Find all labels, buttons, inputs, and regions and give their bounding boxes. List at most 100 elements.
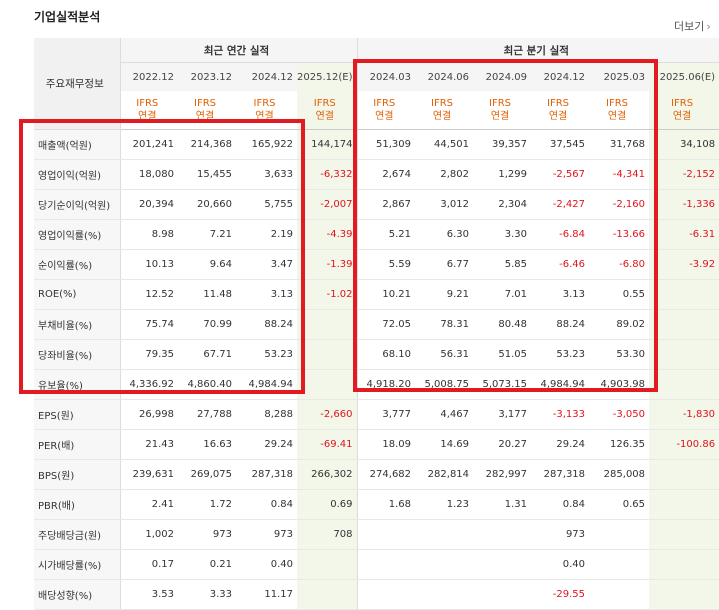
table-cell: 7.01	[473, 279, 532, 310]
table-cell	[589, 549, 650, 580]
table-cell: 0.65	[589, 489, 650, 520]
standard-header: IFRS 연결	[119, 91, 178, 130]
table-cell	[473, 579, 532, 610]
table-cell: 1,299	[473, 159, 532, 190]
period-header: 2024.12	[531, 62, 590, 91]
table-cell: 10.21	[356, 279, 416, 310]
table-cell: -2,152	[649, 159, 719, 190]
table-cell: 3.13	[531, 279, 590, 310]
table-cell	[649, 579, 719, 610]
row-label: 시가배당률(%)	[34, 549, 120, 580]
table-body: 매출액(억원) 201,241 214,368 165,922 144,174 51,30…	[34, 129, 719, 610]
table-cell	[356, 549, 416, 580]
table-cell: -6.80	[589, 249, 650, 280]
table-cell: 88.24	[531, 309, 590, 340]
table-cell: -13.66	[589, 219, 650, 250]
section-title: 기업실적분석	[34, 10, 101, 24]
table-cell: 21.43	[119, 429, 178, 460]
standard-bottom: 연결	[607, 111, 627, 122]
row-label: 매출액(억원)	[34, 129, 120, 160]
table-cell: -6.31	[649, 219, 719, 250]
table-cell: 3,633	[236, 159, 297, 190]
table-cell: 287,318	[236, 459, 297, 490]
table-row: EPS(원) 26,998 27,788 8,288 -2,660 3,777 4,467 3…	[34, 399, 719, 430]
table-cell: 51,309	[356, 129, 416, 160]
standard-bottom: 연결	[315, 111, 334, 122]
table-cell: 39,357	[473, 129, 532, 160]
standard-bottom: 연결	[490, 111, 510, 122]
table-cell: 201,241	[119, 129, 178, 160]
period-header: 2025.03	[589, 62, 650, 91]
table-cell: 5,755	[236, 189, 297, 220]
table-cell: 31,768	[589, 129, 650, 160]
table-cell: -3.92	[649, 249, 719, 280]
table-cell: 3,177	[473, 399, 532, 430]
table-row: 부채비율(%) 75.74 70.99 88.24 72.05 78.31 80.48 88.…	[34, 309, 719, 340]
table-cell: 29.24	[531, 429, 590, 460]
table-cell: 165,922	[236, 129, 297, 160]
table-cell: 3.30	[473, 219, 532, 250]
table-row: 당기순이익(억원) 20,394 20,660 5,755 -2,007 2,867 3,0…	[34, 189, 719, 220]
table-cell: 1.68	[356, 489, 416, 520]
table-cell: 1.31	[473, 489, 532, 520]
table-cell: 973	[178, 519, 236, 550]
table-cell: 0.17	[119, 549, 178, 580]
table-cell: 56.31	[415, 339, 474, 370]
table-cell: 11.17	[236, 579, 297, 610]
table-cell	[649, 519, 719, 550]
table-cell: 75.74	[119, 309, 178, 340]
table-cell: 287,318	[531, 459, 590, 490]
table-cell: 0.21	[178, 549, 236, 580]
table-cell	[415, 549, 474, 580]
table-cell: 0.40	[236, 549, 297, 580]
table-cell: -3,050	[589, 399, 650, 430]
period-header: 2025.12(E)	[297, 62, 358, 91]
row-label: PER(배)	[34, 429, 120, 460]
table-cell: 5,073.15	[473, 369, 532, 400]
table-cell: 0.55	[589, 279, 650, 310]
table-cell: 29.24	[236, 429, 297, 460]
row-label: EPS(원)	[34, 399, 120, 430]
table-cell: 9.21	[415, 279, 474, 310]
table-cell: 3.47	[236, 249, 297, 280]
table-cell	[356, 579, 416, 610]
table-cell: 4,903.98	[589, 369, 650, 400]
standard-bottom: 연결	[195, 111, 215, 122]
table-cell: 5.21	[356, 219, 416, 250]
table-cell: 0.69	[297, 489, 358, 520]
table-cell: 53.30	[589, 339, 650, 370]
table-cell: 0.40	[531, 549, 590, 580]
table-cell: -4,341	[589, 159, 650, 190]
financial-table-container: 주요재무정보 최근 연간 실적 최근 분기 실적 2022.12 2023.12 2…	[34, 38, 719, 610]
standard-header: IFRS 연결	[178, 91, 236, 130]
table-cell: 1.72	[178, 489, 236, 520]
table-cell	[473, 519, 532, 550]
table-cell: -69.41	[297, 429, 358, 460]
table-cell: -2,427	[531, 189, 590, 220]
table-row: 유보율(%) 4,336.92 4,860.40 4,984.94 4,918.20 5,…	[34, 369, 719, 400]
period-header: 2023.12	[178, 62, 236, 91]
table-cell	[649, 489, 719, 520]
table-cell	[589, 519, 650, 550]
table-cell: 126.35	[589, 429, 650, 460]
standard-header: IFRS 연결	[531, 91, 590, 130]
table-cell: 15,455	[178, 159, 236, 190]
table-cell: -6.46	[531, 249, 590, 280]
more-label: 더보기	[674, 20, 705, 33]
row-label: 순이익률(%)	[34, 249, 120, 280]
table-cell: 88.24	[236, 309, 297, 340]
row-label: 영업이익(억원)	[34, 159, 120, 190]
table-cell: 80.48	[473, 309, 532, 340]
table-cell: 20,660	[178, 189, 236, 220]
more-link[interactable]: 더보기 ›	[674, 18, 711, 34]
table-cell: 4,467	[415, 399, 474, 430]
table-cell: 4,336.92	[119, 369, 178, 400]
standard-header: IFRS 연결	[649, 91, 719, 130]
table-cell: -29.55	[531, 579, 590, 610]
table-cell: 973	[531, 519, 590, 550]
table-cell: -3,133	[531, 399, 590, 430]
table-cell: 26,998	[119, 399, 178, 430]
table-cell: 2,867	[356, 189, 416, 220]
table-cell: 8.98	[119, 219, 178, 250]
table-cell	[473, 549, 532, 580]
